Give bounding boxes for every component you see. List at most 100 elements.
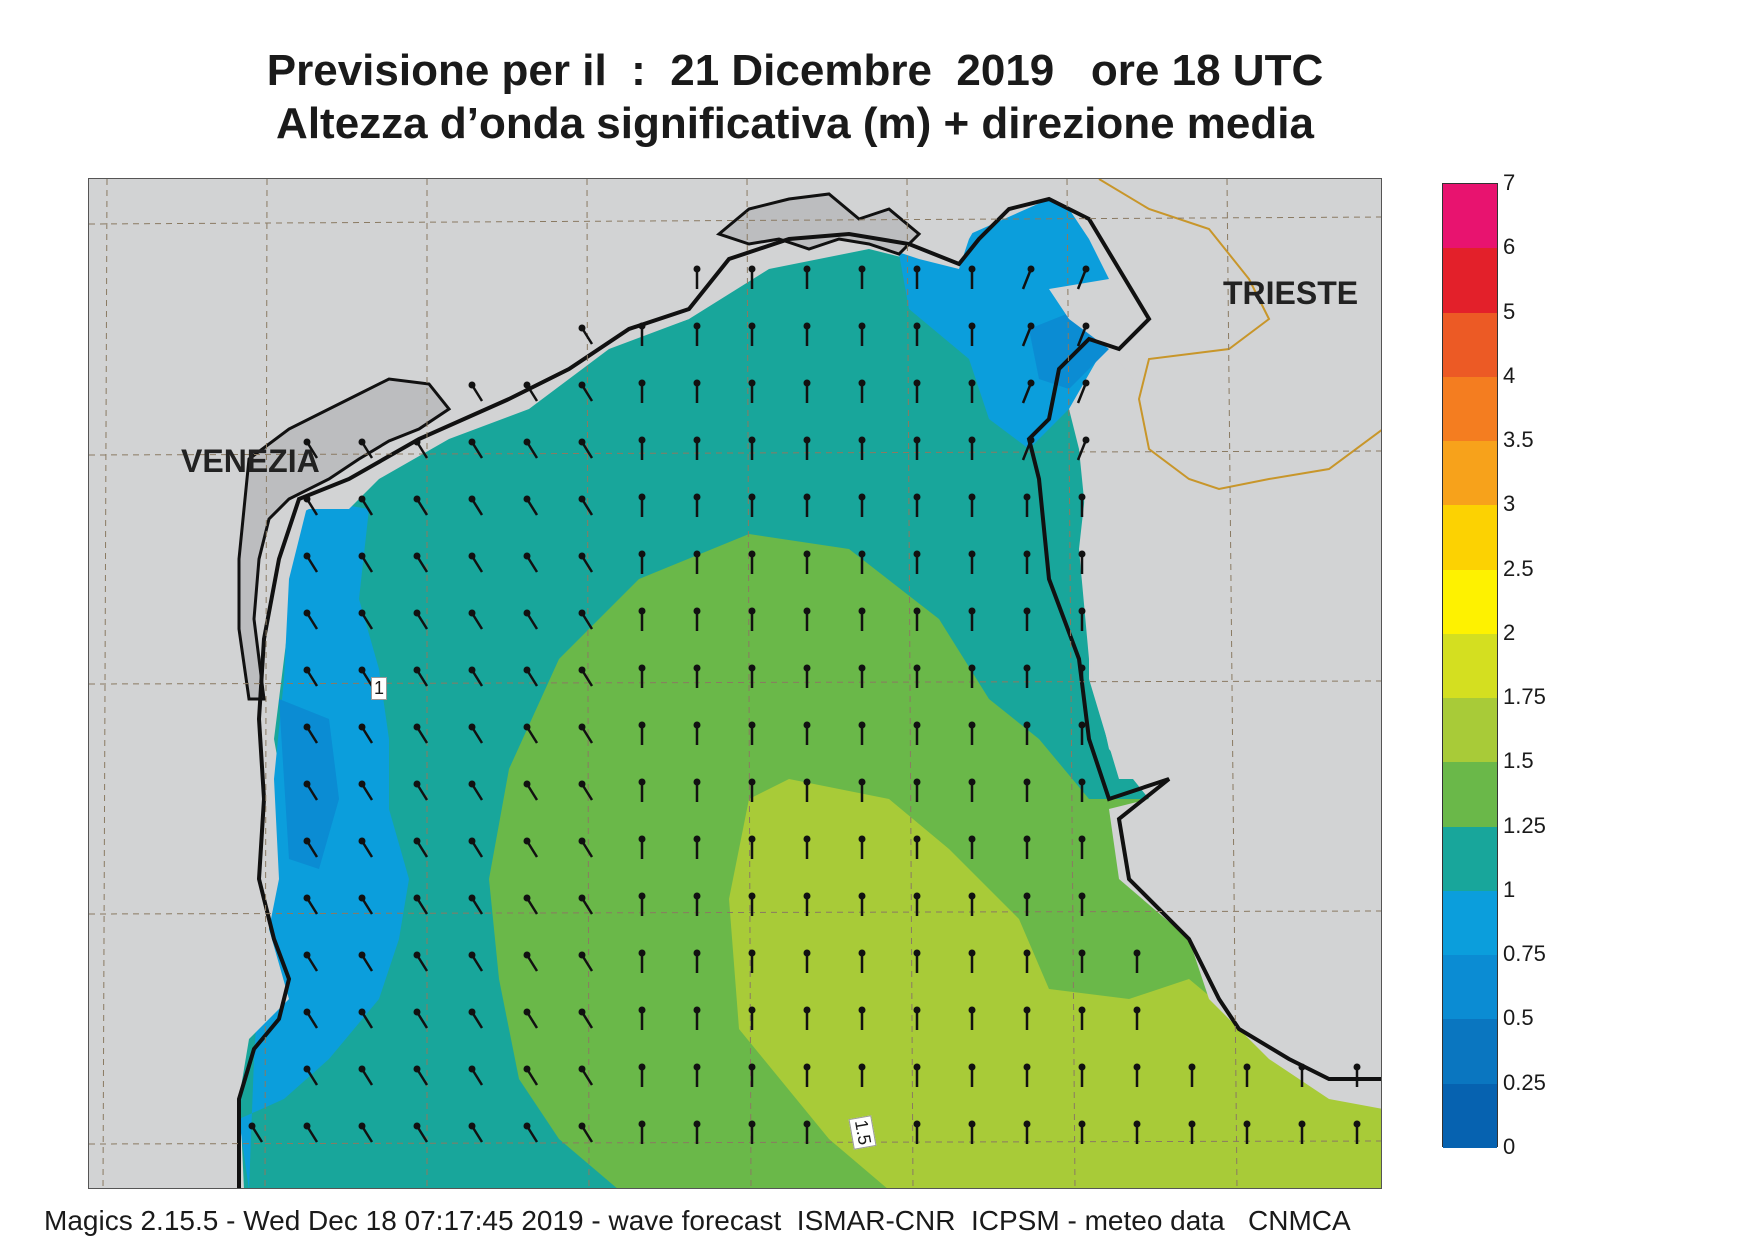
legend-label: 1.25	[1503, 812, 1546, 838]
direction-arrow-head	[803, 835, 811, 843]
direction-arrow	[1076, 439, 1088, 461]
legend-label: 1	[1503, 876, 1516, 902]
direction-arrow-head	[748, 892, 756, 900]
direction-arrow-head	[523, 1122, 531, 1130]
direction-arrow-head	[748, 1063, 756, 1071]
direction-arrow-head	[638, 379, 646, 387]
direction-arrow-head	[693, 664, 701, 672]
direction-arrow-head	[748, 949, 756, 957]
direction-arrow-head	[1133, 1120, 1141, 1128]
direction-arrow-head	[358, 1122, 366, 1130]
direction-arrow-head	[1082, 322, 1090, 330]
direction-arrow-head	[748, 721, 756, 729]
direction-arrow-head	[1078, 607, 1086, 615]
legend-swatch	[1443, 1019, 1497, 1085]
direction-arrow-head	[1023, 835, 1031, 843]
direction-arrow-head	[578, 495, 586, 503]
direction-arrow-head	[803, 265, 811, 273]
direction-arrow	[1076, 268, 1088, 290]
direction-arrow-head	[693, 436, 701, 444]
direction-arrow-head	[638, 550, 646, 558]
direction-arrow-head	[578, 723, 586, 731]
direction-arrow-head	[803, 1120, 811, 1128]
direction-arrow-head	[303, 1065, 311, 1073]
direction-arrow-head	[358, 723, 366, 731]
direction-arrow-head	[913, 949, 921, 957]
direction-arrow-head	[413, 951, 421, 959]
direction-arrow-head	[413, 666, 421, 674]
direction-arrow-head	[303, 780, 311, 788]
direction-arrow-head	[748, 436, 756, 444]
direction-arrow-head	[1023, 721, 1031, 729]
title-line-1: Previsione per il : 21 Dicembre 2019 ore…	[266, 46, 1324, 95]
map-canvas	[89, 179, 1381, 1188]
direction-arrow-head	[358, 552, 366, 560]
direction-arrow-head	[468, 438, 476, 446]
direction-arrow-head	[358, 1065, 366, 1073]
city-label-trieste: TRIESTE	[1223, 275, 1359, 311]
legend-swatch	[1443, 376, 1497, 442]
direction-arrow-head	[578, 837, 586, 845]
direction-arrow-head	[693, 322, 701, 330]
legend-swatch	[1443, 698, 1497, 763]
direction-arrow-head	[358, 609, 366, 617]
coastline	[237, 196, 1381, 1188]
direction-arrow-head	[913, 1063, 921, 1071]
direction-arrow-head	[693, 379, 701, 387]
direction-arrow-head	[968, 493, 976, 501]
direction-arrow-head	[303, 609, 311, 617]
direction-arrow-head	[1078, 892, 1086, 900]
land-east-coast	[1079, 439, 1381, 1109]
direction-arrow-head	[468, 780, 476, 788]
color-legend	[1442, 183, 1498, 1149]
direction-arrow-head	[1133, 949, 1141, 957]
direction-arrow-head	[968, 1006, 976, 1014]
legend-label: 1.75	[1503, 684, 1546, 710]
direction-arrow-head	[803, 493, 811, 501]
direction-arrow-head	[748, 664, 756, 672]
direction-arrow-head	[858, 436, 866, 444]
direction-arrow-head	[358, 438, 366, 446]
direction-arrow-head	[1078, 778, 1086, 786]
direction-arrow-head	[638, 721, 646, 729]
direction-arrow-head	[578, 438, 586, 446]
direction-arrow-head	[913, 322, 921, 330]
direction-arrow-head	[303, 951, 311, 959]
direction-arrow-head	[803, 322, 811, 330]
direction-arrow-head	[968, 1120, 976, 1128]
direction-arrow-head	[358, 1008, 366, 1016]
direction-arrow-head	[1023, 550, 1031, 558]
direction-arrow-head	[1023, 778, 1031, 786]
direction-arrow-head	[468, 1065, 476, 1073]
direction-arrow-head	[413, 1122, 421, 1130]
direction-arrow-head	[968, 265, 976, 273]
direction-arrow-head	[523, 723, 531, 731]
direction-arrow-head	[1023, 1006, 1031, 1014]
direction-arrow-head	[638, 607, 646, 615]
direction-arrow-head	[913, 493, 921, 501]
legend-label: 3.5	[1503, 427, 1534, 453]
direction-arrow-head	[578, 324, 586, 332]
direction-arrow-head	[248, 1122, 256, 1130]
direction-arrow-head	[858, 664, 866, 672]
sea-yellowgreen-region	[729, 779, 1381, 1188]
direction-arrow-head	[413, 837, 421, 845]
direction-arrow-head	[413, 723, 421, 731]
direction-arrow-head	[413, 495, 421, 503]
legend-label: 1.5	[1503, 748, 1534, 774]
direction-arrow-head	[358, 495, 366, 503]
legend-label: 0.75	[1503, 941, 1546, 967]
direction-arrow-head	[1027, 436, 1035, 444]
direction-arrow-head	[523, 552, 531, 560]
direction-arrow-head	[1078, 664, 1086, 672]
direction-arrow-head	[803, 1063, 811, 1071]
direction-arrow-head	[1078, 1120, 1086, 1128]
land-venice-lagoon	[237, 377, 452, 701]
direction-arrow-head	[638, 778, 646, 786]
direction-arrow-head	[693, 949, 701, 957]
direction-arrow-head	[913, 778, 921, 786]
direction-arrow-head	[693, 721, 701, 729]
border-line	[1098, 179, 1381, 491]
direction-arrow-head	[1078, 493, 1086, 501]
direction-arrow-head	[1023, 1063, 1031, 1071]
